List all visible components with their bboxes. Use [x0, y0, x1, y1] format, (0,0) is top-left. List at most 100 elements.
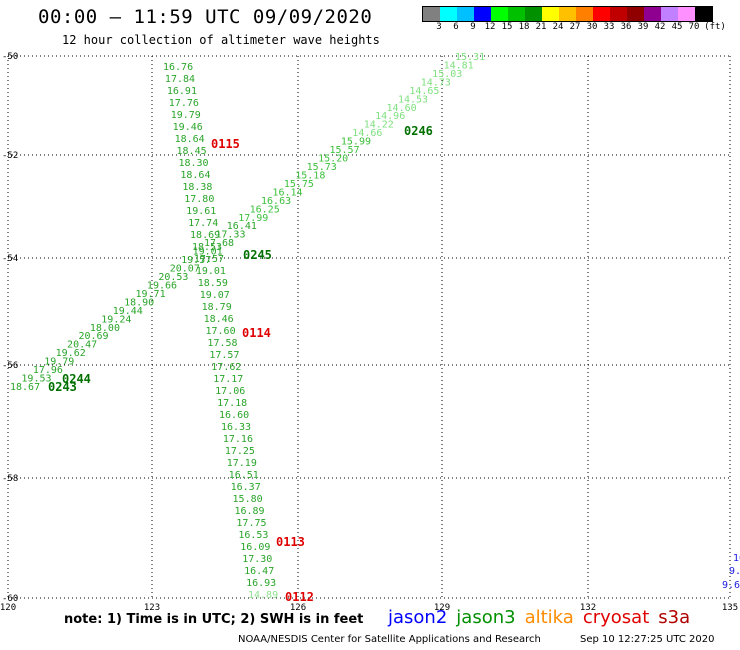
- jason2-track: 10 9. 9.6: [722, 553, 740, 591]
- legend-s3a: s3a: [658, 607, 691, 628]
- lon-label: 135: [722, 603, 738, 610]
- lon-label: 129: [434, 603, 450, 610]
- jason3-swh-label: 19.53: [21, 374, 51, 385]
- jason3-swh-label: 15.20: [318, 154, 348, 165]
- jason3-swh-label: 14.60: [387, 103, 417, 114]
- lat-label: -56: [2, 361, 18, 371]
- cryosat-swh-label: 17.80: [184, 194, 214, 205]
- jason3-swh-label: 17.33: [215, 230, 245, 241]
- scale-swatch: [423, 7, 440, 21]
- track-id-label: 0112: [285, 590, 314, 604]
- jason2-swh-label: 9.: [729, 566, 740, 577]
- cryosat-swh-label: 18.64: [175, 134, 205, 145]
- cryosat-track: 16.7617.8416.9117.7619.7919.4618.6418.45…: [163, 62, 278, 601]
- cryosat-swh-label: 17.74: [188, 218, 218, 229]
- jason3-swh-label: 16.63: [261, 196, 291, 207]
- jason3-track: 15.3114.8115.0314.7314.6514.5314.6014.96…: [10, 52, 485, 393]
- cryosat-swh-label: 18.64: [180, 170, 210, 181]
- jason3-swh-label: 15.18: [295, 170, 325, 181]
- cryosat-swh-label: 16.53: [238, 530, 268, 541]
- cryosat-swh-label: 17.16: [223, 434, 253, 445]
- jason3-swh-label: 14.65: [409, 86, 439, 97]
- lat-label: -60: [2, 594, 18, 604]
- jason3-swh-label: 14.96: [375, 111, 405, 122]
- cryosat-swh-label: 17.75: [236, 518, 266, 529]
- cryosat-swh-label: 17.60: [206, 326, 236, 337]
- lat-label: -58: [2, 474, 18, 484]
- jason3-swh-label: 18.00: [90, 323, 120, 334]
- color-scale-labels: 3 6 9 12 15 18 21 24 27 30 33 36 39 42 45 70 (ft): [422, 22, 740, 34]
- jason3-swh-label: 15.03: [432, 69, 462, 80]
- footer-note: note: 1) Time is in UTC; 2) SWH is in fe…: [64, 612, 364, 627]
- track-id-label: 0245: [243, 248, 272, 262]
- cryosat-swh-label: 17.62: [211, 362, 241, 373]
- scale-swatch: [627, 7, 644, 21]
- scale-label: 6: [453, 22, 459, 32]
- scale-label: 27: [569, 22, 581, 32]
- jason3-swh-label: 17.99: [238, 213, 268, 224]
- cryosat-swh-label: 19.79: [171, 110, 201, 121]
- scale-label: 15: [501, 22, 513, 32]
- track-id-label: 0243: [48, 380, 77, 394]
- lon-label: 123: [144, 603, 160, 610]
- cryosat-swh-label: 16.33: [221, 422, 251, 433]
- jason3-swh-label: 14.53: [398, 94, 428, 105]
- jason3-swh-label: 19.44: [113, 306, 143, 317]
- cryosat-swh-label: 16.91: [167, 86, 197, 97]
- jason3-swh-label: 17.68: [204, 238, 234, 249]
- jason3-swh-label: 20.47: [67, 340, 97, 351]
- lat-label: -50: [2, 52, 18, 62]
- track-id-label: 0244: [62, 372, 91, 386]
- scale-swatch: [525, 7, 542, 21]
- lat-label: -52: [2, 151, 18, 161]
- scale-label: 12: [484, 22, 496, 32]
- jason2-swh-label: 9.6: [722, 580, 740, 591]
- cryosat-swh-label: 16.09: [240, 542, 270, 553]
- jason3-swh-label: 17.96: [33, 365, 63, 376]
- scale-swatch: [457, 7, 474, 21]
- scale-label: 21: [535, 22, 547, 32]
- cryosat-swh-label: 17.58: [207, 338, 237, 349]
- cryosat-swh-label: 18.38: [182, 182, 212, 193]
- jason3-swh-label: 16.14: [272, 187, 302, 198]
- jason3-swh-label: 15.31: [455, 52, 485, 63]
- color-scale-bar: [422, 6, 713, 22]
- map-subtitle: 12 hour collection of altimeter wave hei…: [62, 33, 380, 47]
- scale-swatch: [576, 7, 593, 21]
- jason3-swh-label: 14.66: [352, 128, 382, 139]
- jason3-swh-label: 16.41: [227, 221, 257, 232]
- jason3-swh-label: 14.81: [444, 60, 474, 71]
- jason3-swh-label: 18.67: [10, 382, 40, 393]
- jason3-swh-label: 20.69: [78, 331, 108, 342]
- scale-label: 18: [518, 22, 530, 32]
- scale-label: 3: [436, 22, 442, 32]
- jason3-swh-label: 15.73: [307, 162, 337, 173]
- scale-label: 9: [470, 22, 476, 32]
- scale-swatch: [542, 7, 559, 21]
- scale-label: 24: [552, 22, 564, 32]
- cryosat-swh-label: 18.69: [190, 230, 220, 241]
- jason3-swh-label: 19.57: [181, 255, 211, 266]
- cryosat-swh-label: 17.18: [217, 398, 247, 409]
- cryosat-swh-label: 16.51: [229, 470, 259, 481]
- cryosat-swh-label: 18.53: [192, 242, 222, 253]
- scale-swatch: [593, 7, 610, 21]
- lat-label: -54: [2, 254, 18, 264]
- scale-label: 45: [671, 22, 683, 32]
- scale-label: 39: [637, 22, 649, 32]
- cryosat-swh-label: 17.57: [194, 254, 224, 265]
- lon-label: 126: [290, 603, 306, 610]
- cryosat-swh-label: 18.59: [198, 278, 228, 289]
- map-title: 00:00 – 11:59 UTC 09/09/2020: [38, 6, 373, 28]
- scale-swatch: [508, 7, 525, 21]
- legend-cryosat: cryosat: [582, 607, 650, 628]
- lon-label: 120: [0, 603, 16, 610]
- legend-altika: altika: [524, 607, 574, 628]
- scale-swatch: [610, 7, 627, 21]
- scale-label: 33: [603, 22, 615, 32]
- jason3-swh-label: 20.53: [158, 272, 188, 283]
- jason3-swh-label: 19.62: [56, 348, 86, 359]
- lon-label: 132: [580, 603, 596, 610]
- track-id-label: 0114: [242, 326, 271, 340]
